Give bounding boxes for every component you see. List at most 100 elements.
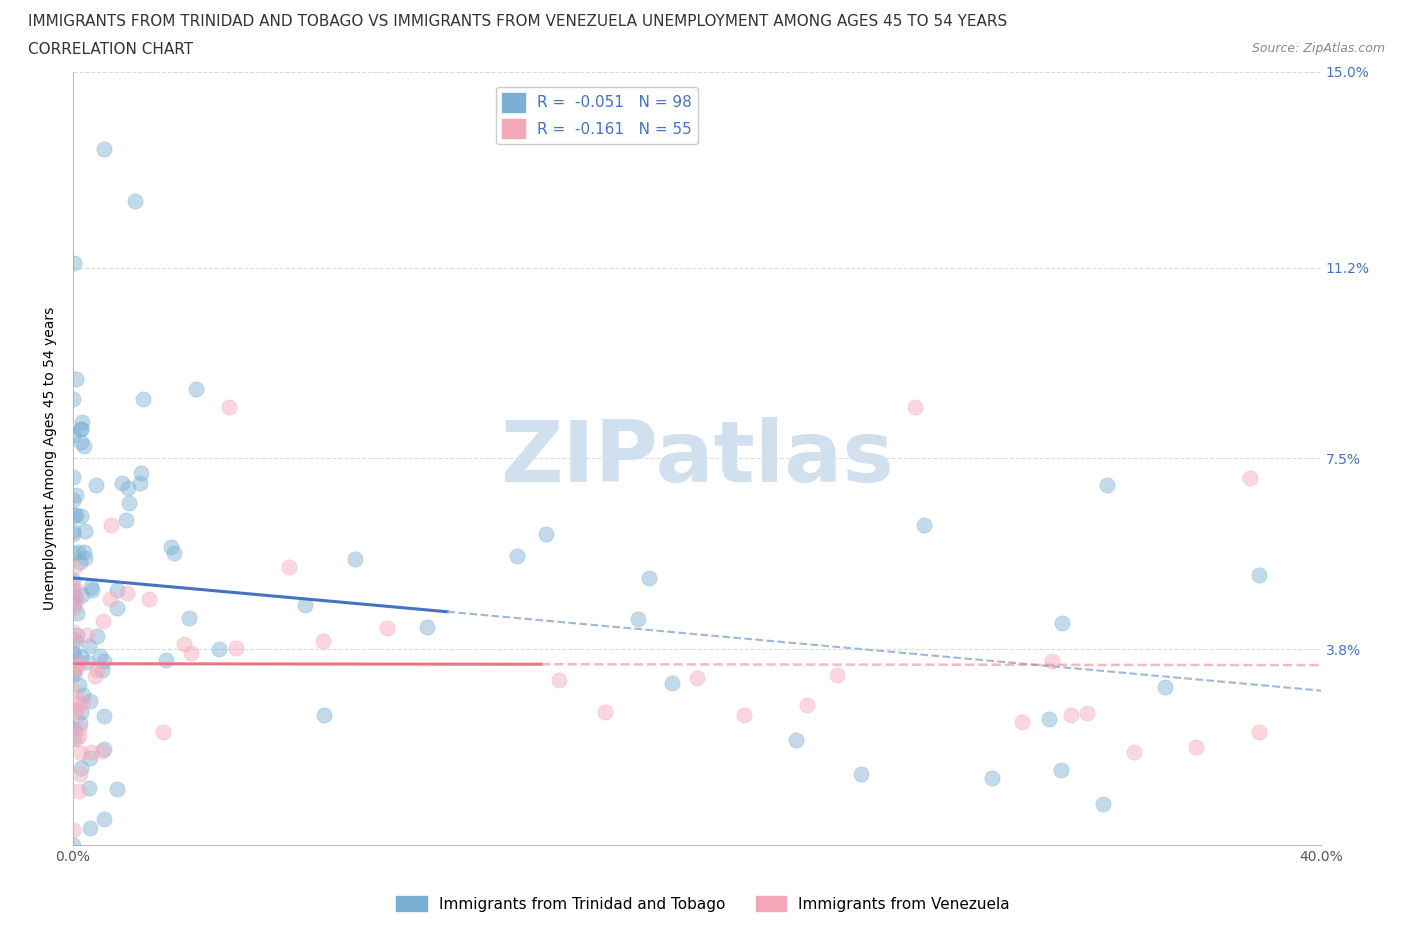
Point <box>76 628 98 643</box>
Point <box>117 481 139 496</box>
Point <box>1011 714 1033 729</box>
Point <box>84 669 107 684</box>
Point <box>63 684 86 698</box>
Point <box>1247 724 1270 739</box>
Point <box>1239 472 1261 486</box>
Point <box>79 744 101 759</box>
Point <box>105 782 128 797</box>
Point <box>62 666 84 681</box>
Point <box>73 439 96 454</box>
Text: Source: ZipAtlas.com: Source: ZipAtlas.com <box>1251 42 1385 55</box>
Point <box>72 688 94 703</box>
Text: CORRELATION CHART: CORRELATION CHART <box>28 42 193 57</box>
Point <box>1060 707 1083 722</box>
Point <box>69 434 91 449</box>
Point <box>73 545 96 560</box>
Point <box>124 193 146 208</box>
Point <box>63 633 86 648</box>
Point <box>128 475 150 490</box>
Point <box>66 605 89 620</box>
Point <box>65 508 87 523</box>
Point <box>63 597 86 612</box>
Point <box>62 659 84 674</box>
Point <box>67 545 90 560</box>
Point <box>62 722 84 737</box>
Point <box>1185 739 1208 754</box>
Point <box>1154 679 1177 694</box>
Point <box>72 695 94 710</box>
Point <box>1076 705 1098 720</box>
Point <box>115 512 138 527</box>
Legend: Immigrants from Trinidad and Tobago, Immigrants from Venezuela: Immigrants from Trinidad and Tobago, Imm… <box>389 889 1017 918</box>
Point <box>67 729 90 744</box>
Point <box>375 620 398 635</box>
Point <box>152 724 174 739</box>
Point <box>62 392 84 406</box>
Point <box>93 812 115 827</box>
Point <box>163 545 186 560</box>
Point <box>225 641 247 656</box>
Text: IMMIGRANTS FROM TRINIDAD AND TOBAGO VS IMMIGRANTS FROM VENEZUELA UNEMPLOYMENT AM: IMMIGRANTS FROM TRINIDAD AND TOBAGO VS I… <box>28 14 1007 29</box>
Point <box>89 649 111 664</box>
Point <box>72 415 94 430</box>
Point <box>184 381 207 396</box>
Point <box>65 487 87 502</box>
Point <box>294 598 316 613</box>
Point <box>70 588 93 603</box>
Point <box>155 652 177 667</box>
Point <box>79 751 101 765</box>
Point <box>70 422 93 437</box>
Point <box>115 585 138 600</box>
Point <box>62 644 84 659</box>
Y-axis label: Unemployment Among Ages 45 to 54 years: Unemployment Among Ages 45 to 54 years <box>44 307 58 610</box>
Point <box>65 704 87 719</box>
Point <box>77 639 100 654</box>
Point <box>796 698 818 712</box>
Point <box>314 708 336 723</box>
Point <box>93 654 115 669</box>
Point <box>65 582 87 597</box>
Point <box>208 641 231 656</box>
Point <box>69 649 91 664</box>
Point <box>63 646 86 661</box>
Point <box>90 743 112 758</box>
Point <box>1092 797 1115 812</box>
Point <box>534 526 557 541</box>
Point <box>132 392 155 406</box>
Point <box>138 591 160 606</box>
Point <box>111 475 134 490</box>
Point <box>62 823 84 838</box>
Point <box>80 582 103 597</box>
Point <box>63 560 86 575</box>
Point <box>118 495 141 510</box>
Point <box>129 465 152 480</box>
Point <box>69 716 91 731</box>
Point <box>69 766 91 781</box>
Point <box>277 560 299 575</box>
Point <box>159 540 181 555</box>
Point <box>86 662 108 677</box>
Point <box>62 573 84 588</box>
Point <box>79 693 101 708</box>
Point <box>62 469 84 484</box>
Point <box>627 612 650 627</box>
Point <box>785 733 807 748</box>
Point <box>180 645 202 660</box>
Point <box>66 628 89 643</box>
Point <box>69 555 91 570</box>
Point <box>66 592 89 607</box>
Point <box>69 760 91 775</box>
Point <box>733 708 755 723</box>
Point <box>76 655 98 670</box>
Point <box>849 766 872 781</box>
Point <box>686 671 709 686</box>
Point <box>86 629 108 644</box>
Point <box>218 399 240 414</box>
Point <box>177 611 200 626</box>
Point <box>638 571 661 586</box>
Point <box>62 663 84 678</box>
Point <box>416 619 439 634</box>
Point <box>1122 745 1144 760</box>
Point <box>66 661 89 676</box>
Point <box>1052 616 1074 631</box>
